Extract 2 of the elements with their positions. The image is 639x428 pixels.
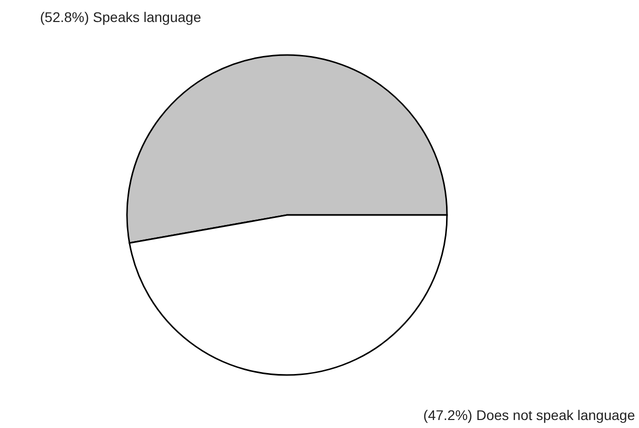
slice-label: (47.2%) Does not speak language <box>423 407 636 423</box>
slice-label: (52.8%) Speaks language <box>40 9 202 25</box>
